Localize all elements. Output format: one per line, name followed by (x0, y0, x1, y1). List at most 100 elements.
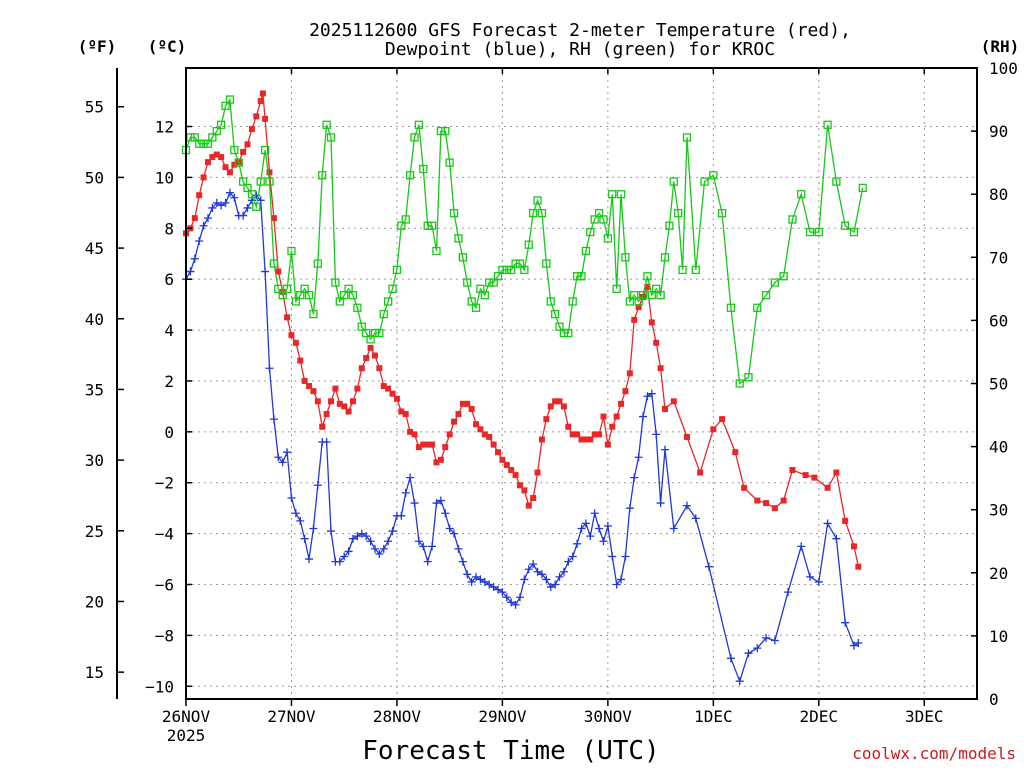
data-point-marker (265, 364, 274, 373)
data-point-marker (436, 126, 446, 136)
data-point-marker (414, 537, 423, 546)
data-point-marker (203, 214, 212, 223)
celsius-tick-label: −8 (155, 626, 174, 645)
data-point-marker (451, 418, 458, 425)
data-point-marker (274, 453, 283, 462)
data-point-marker (493, 272, 503, 281)
data-point-marker (450, 529, 459, 538)
data-point-marker (445, 524, 454, 533)
data-point-marker (269, 415, 278, 424)
data-point-marker (283, 448, 292, 457)
data-point-marker (305, 555, 314, 564)
data-point-marker (383, 297, 393, 306)
data-point-marker (433, 459, 440, 466)
data-point-marker (516, 482, 523, 489)
data-point-marker (617, 575, 626, 584)
data-point-marker (503, 461, 510, 468)
data-point-marker (625, 504, 634, 513)
data-point-marker (682, 501, 691, 510)
data-point-marker (379, 309, 388, 319)
data-point-marker (640, 293, 647, 300)
data-point-marker (410, 499, 419, 508)
data-point-marker (700, 177, 709, 186)
data-point-marker (780, 497, 787, 504)
data-point-marker (832, 534, 841, 543)
data-point-marker (596, 431, 603, 438)
data-point-marker (389, 390, 396, 397)
data-point-marker (385, 385, 392, 392)
data-point-marker (319, 423, 326, 430)
x-tick-label: 2DEC (800, 707, 839, 726)
data-point-marker (682, 133, 692, 142)
fahrenheit-tick-label: 30 (85, 451, 104, 470)
data-point-marker (665, 221, 674, 230)
data-point-marker (291, 509, 300, 518)
data-point-marker (366, 537, 375, 546)
data-point-marker (644, 283, 651, 290)
data-point-marker (691, 514, 700, 523)
data-point-marker (230, 193, 239, 202)
data-point-marker (471, 303, 481, 312)
data-point-marker (538, 436, 545, 443)
data-point-marker (489, 278, 498, 287)
celsius-tick-label: 2 (164, 372, 174, 391)
celsius-tick-label: −6 (155, 576, 174, 595)
data-point-marker (735, 677, 744, 686)
data-point-marker (656, 291, 665, 300)
celsius-tick-label: −10 (145, 677, 174, 696)
data-point-marker (441, 126, 450, 136)
data-point-marker (577, 524, 586, 533)
data-point-marker (550, 309, 560, 319)
data-point-marker (849, 227, 859, 237)
data-point-marker (375, 549, 384, 558)
data-point-marker (322, 120, 331, 129)
data-point-marker (603, 521, 612, 530)
fahrenheit-axis-label: (ºF) (78, 37, 117, 56)
data-point-marker (788, 215, 797, 224)
data-point-marker (388, 284, 397, 294)
data-point-marker (704, 562, 713, 571)
data-point-marker (586, 227, 595, 237)
data-point-marker (401, 215, 410, 224)
x-tick-label: 30NOV (584, 707, 633, 726)
data-point-marker (300, 284, 309, 294)
data-point-marker (266, 169, 273, 176)
data-point-marker (568, 297, 577, 306)
data-point-marker (191, 215, 198, 222)
data-point-marker (196, 192, 203, 199)
data-point-marker (643, 272, 652, 281)
data-point-marker (612, 580, 621, 589)
data-point-marker (344, 284, 353, 294)
data-point-marker (349, 398, 356, 405)
data-point-marker (524, 240, 533, 249)
data-point-marker (691, 265, 700, 275)
x-tick-label: 3DEC (905, 707, 944, 726)
data-point-marker (823, 519, 832, 528)
data-point-marker (618, 400, 625, 407)
x-tick-label: 27NOV (267, 707, 316, 726)
celsius-tick-label: 6 (164, 270, 174, 289)
data-point-marker (442, 444, 449, 451)
data-point-marker (726, 303, 736, 312)
data-point-marker (559, 328, 569, 338)
data-point-marker (841, 221, 850, 230)
data-point-marker (419, 542, 428, 551)
data-point-marker (741, 484, 748, 491)
data-point-marker (244, 141, 251, 148)
data-point-marker (480, 577, 489, 586)
data-point-marker (284, 314, 291, 321)
data-point-marker (463, 570, 472, 579)
data-point-marker (348, 291, 358, 300)
data-point-marker (195, 139, 204, 148)
data-point-marker (634, 453, 643, 462)
data-point-marker (204, 159, 211, 166)
x-tick-label: 26NOV (162, 707, 211, 726)
data-point-marker (354, 385, 361, 392)
rh-tick-label: 50 (989, 375, 1008, 394)
fahrenheit-tick-label: 40 (85, 310, 104, 329)
fahrenheit-tick-label: 35 (85, 380, 104, 399)
data-point-marker (626, 370, 633, 377)
data-point-marker (186, 267, 195, 276)
data-point-marker (647, 389, 656, 398)
data-point-marker (259, 90, 266, 97)
